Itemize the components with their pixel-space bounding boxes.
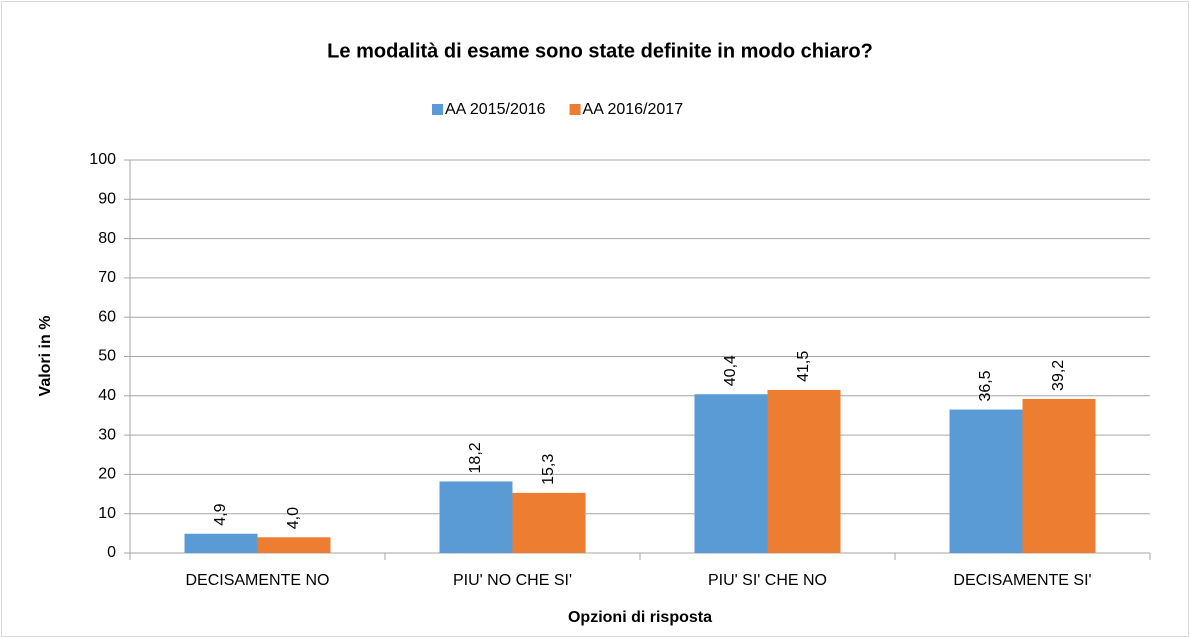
y-tick-label: 90 xyxy=(98,191,116,208)
x-tick-label: PIU' NO CHE SI' xyxy=(453,572,572,589)
y-tick-label: 40 xyxy=(98,387,116,404)
bar xyxy=(184,533,258,553)
value-label: 36,5 xyxy=(977,370,994,401)
value-label: 4,9 xyxy=(212,503,229,525)
y-tick-label: 30 xyxy=(98,426,116,443)
y-tick-label: 60 xyxy=(98,308,116,325)
value-label: 40,4 xyxy=(722,355,739,386)
value-label: 4,0 xyxy=(285,507,302,529)
bar xyxy=(257,537,331,553)
value-label: 39,2 xyxy=(1050,360,1067,391)
y-tick-label: 0 xyxy=(107,544,116,561)
y-tick-label: 10 xyxy=(98,505,116,522)
y-tick-label: 80 xyxy=(98,230,116,247)
x-axis-title: Opzioni di risposta xyxy=(568,609,712,626)
legend-swatch xyxy=(569,104,581,115)
y-tick-label: 70 xyxy=(98,269,116,286)
y-tick-label: 50 xyxy=(98,348,116,365)
x-tick-label: DECISAMENTE NO xyxy=(185,572,329,589)
legend-swatch xyxy=(432,104,443,115)
bar xyxy=(949,409,1023,553)
bar xyxy=(439,481,513,553)
value-label: 18,2 xyxy=(467,442,484,473)
y-axis-title: Valori in % xyxy=(37,316,54,397)
value-label: 15,3 xyxy=(540,454,557,485)
bar xyxy=(767,389,841,553)
x-tick-label: PIU' SI' CHE NO xyxy=(708,572,827,589)
value-label: 41,5 xyxy=(795,351,812,382)
bar xyxy=(694,394,768,553)
y-tick-label: 20 xyxy=(98,466,116,483)
legend-label: AA 2016/2017 xyxy=(583,101,684,118)
bar xyxy=(1022,398,1096,553)
chart-title: Le modalità di esame sono state definite… xyxy=(327,40,873,62)
legend-label: AA 2015/2016 xyxy=(445,101,546,118)
bar xyxy=(512,492,586,553)
y-tick-label: 100 xyxy=(89,151,116,168)
x-tick-label: DECISAMENTE SI' xyxy=(953,572,1091,589)
